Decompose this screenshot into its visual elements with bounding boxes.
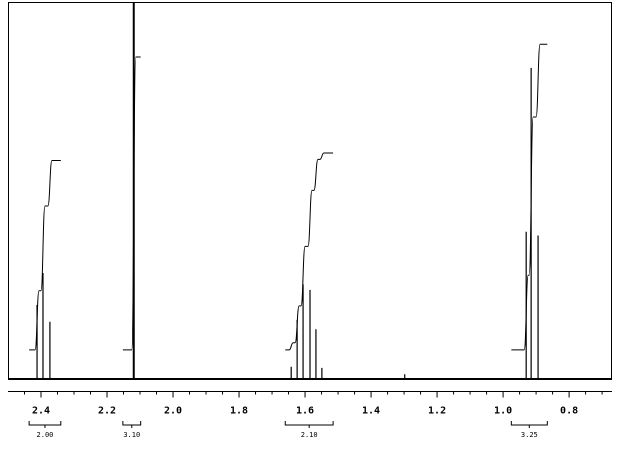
- integral-curve: [122, 56, 141, 351]
- integral-curve: [285, 152, 334, 351]
- integral-bracket: [122, 421, 142, 428]
- x-tick-label: 0.8: [560, 406, 578, 417]
- integral-label: 2.10: [301, 431, 318, 439]
- x-tick-label: 2.0: [164, 406, 182, 417]
- x-tick-label: 1.6: [296, 406, 314, 417]
- x-tick-label: 1.2: [428, 406, 446, 417]
- x-tick-label: 2.2: [98, 406, 116, 417]
- integral-bracket: [510, 421, 548, 428]
- x-tick-label: 1.4: [362, 406, 380, 417]
- x-tick-label: 1.0: [494, 406, 512, 417]
- integral-label: 2.00: [37, 431, 54, 439]
- integral-bracket: [284, 421, 334, 428]
- integral-label: 3.10: [123, 431, 140, 439]
- integral-curve: [29, 160, 61, 351]
- x-tick-label: 2.4: [32, 406, 50, 417]
- integral-curve: [511, 43, 548, 351]
- plot-frame: [8, 2, 612, 380]
- x-tick-label: 1.8: [230, 406, 248, 417]
- integral-bracket: [28, 421, 62, 428]
- integral-label: 3.25: [521, 431, 538, 439]
